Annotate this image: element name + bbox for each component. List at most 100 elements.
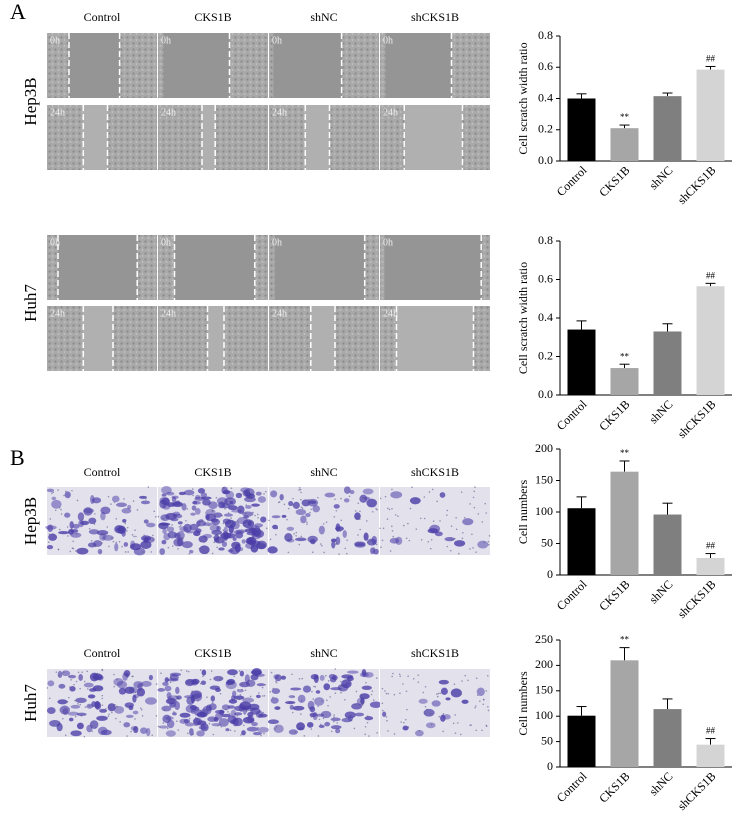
cell bbox=[200, 492, 208, 498]
pore bbox=[386, 719, 388, 722]
cell bbox=[191, 505, 197, 511]
pore bbox=[239, 693, 242, 696]
cell bbox=[202, 499, 211, 506]
y-tick-label: 0 bbox=[547, 759, 553, 773]
time-label: 24h bbox=[161, 308, 176, 319]
column-label: shNC bbox=[310, 465, 337, 479]
cell bbox=[284, 533, 293, 542]
pore bbox=[135, 535, 137, 538]
scratch-image bbox=[380, 235, 490, 300]
pore bbox=[319, 723, 322, 726]
pore bbox=[272, 687, 274, 690]
pore bbox=[199, 682, 202, 685]
pore bbox=[245, 512, 247, 514]
cell bbox=[312, 505, 320, 513]
cell bbox=[144, 697, 157, 705]
cell bbox=[281, 514, 287, 518]
cell bbox=[161, 497, 170, 505]
x-tick-label: shCKS1B bbox=[675, 769, 719, 813]
pore bbox=[345, 716, 348, 719]
row-label: Huh7 bbox=[21, 684, 40, 722]
pore bbox=[188, 552, 191, 555]
pore bbox=[388, 508, 391, 511]
pore bbox=[486, 674, 489, 677]
pore bbox=[364, 733, 366, 736]
scratch-image bbox=[380, 306, 490, 371]
pore bbox=[391, 507, 393, 510]
pore bbox=[234, 730, 236, 732]
cell bbox=[174, 701, 180, 711]
pore bbox=[333, 720, 335, 723]
pore bbox=[207, 519, 209, 522]
column-label: shCKS1B bbox=[411, 10, 459, 24]
cell bbox=[286, 526, 295, 531]
pore bbox=[198, 547, 201, 550]
pore bbox=[322, 523, 325, 525]
cell bbox=[223, 526, 228, 535]
cell bbox=[235, 531, 244, 539]
pore bbox=[436, 695, 439, 698]
cell bbox=[255, 710, 264, 719]
pore bbox=[126, 526, 129, 529]
pore bbox=[227, 711, 229, 713]
pore bbox=[139, 707, 142, 709]
pore bbox=[250, 495, 252, 498]
pore bbox=[51, 492, 53, 495]
pore bbox=[115, 717, 117, 720]
pore bbox=[180, 536, 183, 539]
cell-region bbox=[269, 235, 275, 300]
cell bbox=[271, 515, 281, 519]
pore bbox=[126, 735, 128, 737]
pore bbox=[81, 518, 84, 521]
bar bbox=[610, 128, 639, 161]
cell bbox=[184, 678, 195, 687]
pore bbox=[449, 549, 452, 552]
pore bbox=[483, 698, 485, 701]
pore bbox=[469, 503, 471, 505]
pore bbox=[399, 675, 402, 678]
pore bbox=[473, 506, 476, 509]
cell bbox=[343, 498, 350, 503]
cell bbox=[45, 525, 57, 530]
cell bbox=[148, 674, 153, 681]
pore bbox=[57, 489, 59, 491]
time-label: 0h bbox=[161, 35, 171, 46]
column-label: CKS1B bbox=[194, 646, 231, 660]
row-label: Huh7 bbox=[21, 284, 40, 322]
cell bbox=[255, 542, 266, 550]
pore bbox=[375, 677, 378, 679]
cell bbox=[279, 493, 284, 501]
x-tick-label: shNC bbox=[646, 163, 675, 192]
pore bbox=[74, 699, 76, 702]
pore bbox=[385, 692, 388, 695]
cell bbox=[166, 719, 175, 729]
pore bbox=[254, 528, 256, 530]
pore bbox=[54, 509, 57, 512]
pore bbox=[243, 524, 246, 527]
pore bbox=[191, 488, 194, 490]
cell bbox=[257, 496, 267, 503]
cell bbox=[230, 719, 236, 725]
cell-region bbox=[158, 306, 208, 371]
cell bbox=[318, 525, 325, 535]
pore bbox=[300, 506, 303, 508]
pore bbox=[488, 535, 491, 537]
cell bbox=[185, 530, 194, 534]
pore bbox=[300, 491, 302, 494]
cell bbox=[251, 721, 258, 727]
pore bbox=[458, 552, 460, 555]
pore bbox=[58, 674, 61, 677]
pore bbox=[277, 706, 280, 709]
cell bbox=[132, 710, 139, 715]
pore bbox=[83, 680, 86, 683]
cell bbox=[218, 718, 229, 727]
pore bbox=[364, 725, 367, 728]
pore bbox=[329, 696, 331, 698]
pore bbox=[292, 497, 294, 500]
cell bbox=[211, 530, 222, 535]
cell bbox=[453, 540, 466, 547]
cell bbox=[313, 674, 319, 684]
pore bbox=[173, 711, 175, 713]
pore bbox=[192, 494, 194, 497]
cell bbox=[440, 714, 446, 722]
